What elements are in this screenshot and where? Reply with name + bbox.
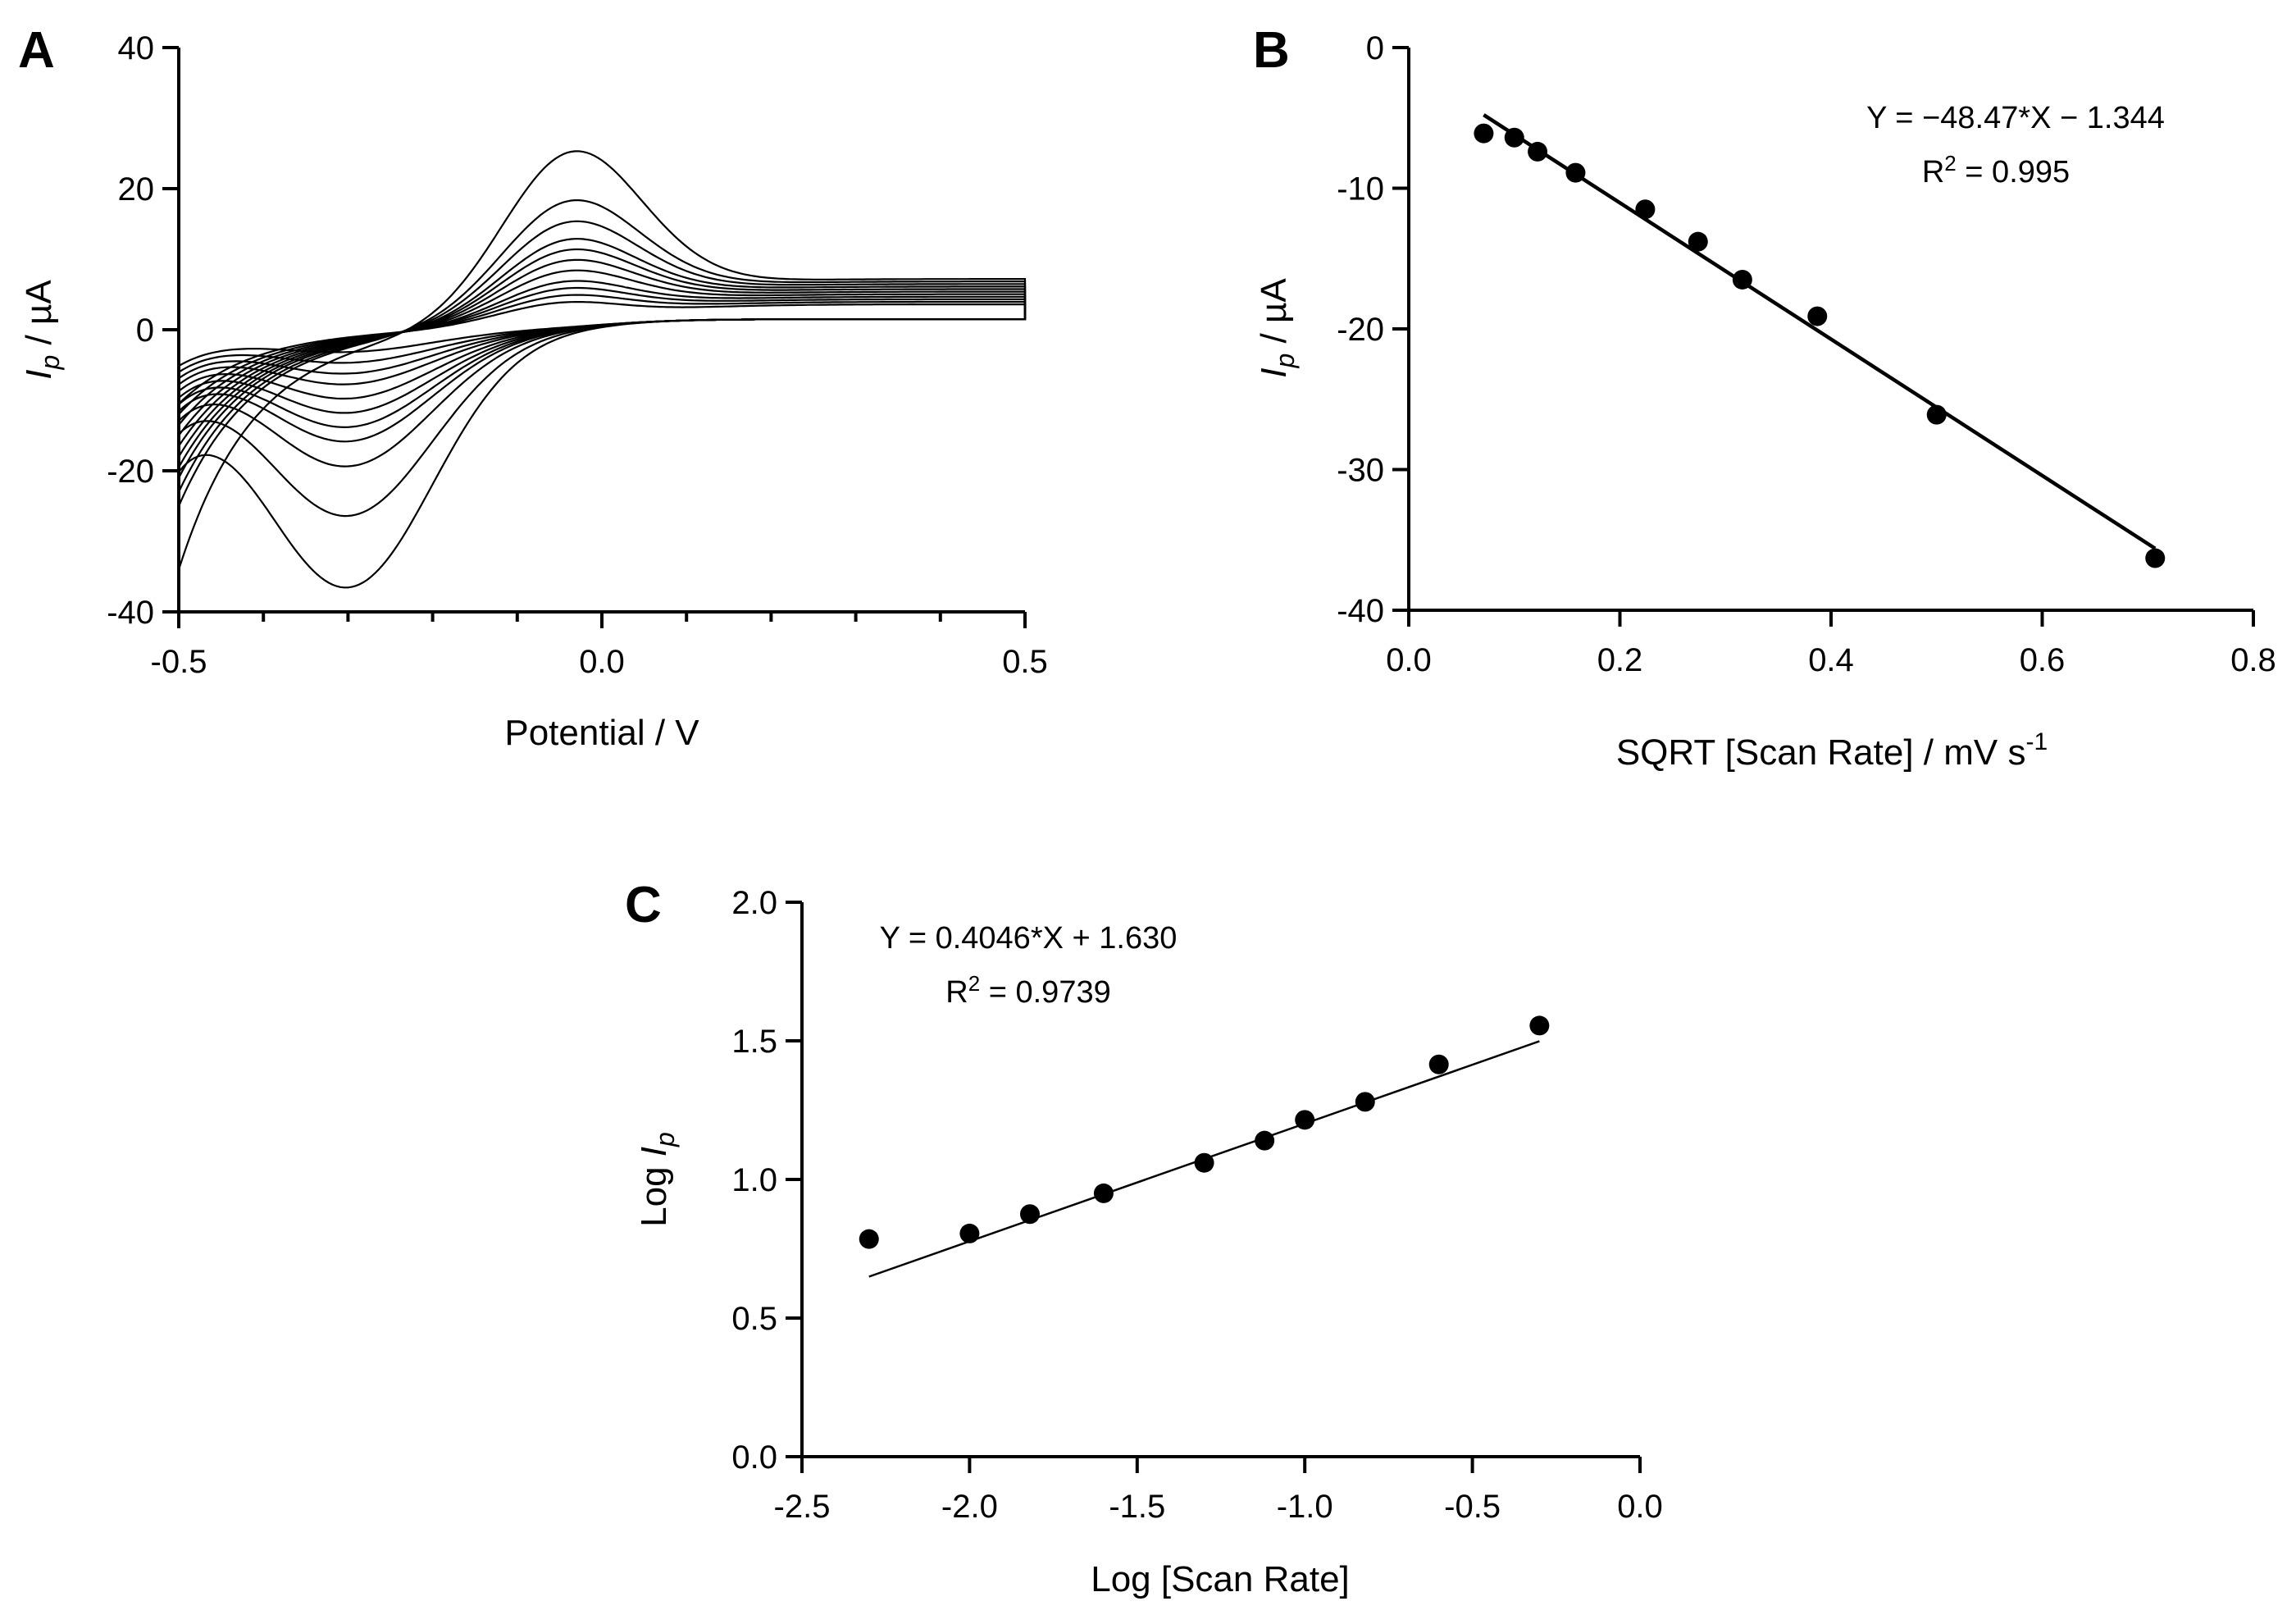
panel-c-x-label: Log [Scan Rate] <box>1091 1559 1350 1599</box>
b-data-point <box>1528 141 1548 162</box>
panel-c-r2-sup: 2 <box>968 971 980 996</box>
b-y-tick-label: -10 <box>1337 171 1384 208</box>
panel-c-equation: Y = 0.4046*X + 1.630 <box>880 921 1178 956</box>
c-y-tick-label: 0.0 <box>731 1439 777 1476</box>
c-y-tick-label: 1.0 <box>731 1162 777 1198</box>
b-y-tick-label: 0 <box>1366 30 1384 66</box>
panel-b-y-label-sub: p <box>1270 354 1300 369</box>
panel-c-x-ticks: -2.5 -2.0 -1.5 -1.0 -0.5 0.0 <box>774 1457 1663 1525</box>
c-x-tick-label: -2.5 <box>774 1489 831 1525</box>
panel-c-y-label-main: Log <box>634 1156 674 1227</box>
a-y-tick-label: -40 <box>107 595 154 631</box>
panel-c-y-ticks: 0.0 0.5 1.0 1.5 2.0 <box>731 885 802 1476</box>
c-data-point <box>1295 1110 1315 1130</box>
c-x-tick-label: -2.0 <box>941 1489 998 1525</box>
panel-a-x-ticks: -0.5 0.0 0.5 <box>151 612 1048 680</box>
panel-b-y-label: Ip / µA <box>1254 278 1300 378</box>
c-y-tick-label: 1.5 <box>731 1024 777 1060</box>
a-x-tick-label: 0.5 <box>1002 644 1048 680</box>
b-y-tick-label: -40 <box>1337 593 1384 629</box>
panel-c-letter: C <box>625 877 662 933</box>
panel-c-r2-value: = 0.9739 <box>980 975 1111 1010</box>
a-y-tick-label: 0 <box>136 312 154 349</box>
c-data-point <box>1093 1183 1114 1203</box>
panel-c: C -2.5 -2.0 -1.5 -1.0 -0.5 0.0 0.0 0.5 1.0 1.5 2.… <box>625 877 1663 1599</box>
cv-curve-cv11 <box>177 150 1027 589</box>
panel-c-points <box>859 1015 1550 1249</box>
b-x-tick-label: 0.2 <box>1597 642 1643 678</box>
panel-a-curves <box>177 150 1027 589</box>
c-data-point <box>1428 1054 1449 1074</box>
b-data-point <box>1504 127 1524 148</box>
panel-c-r2: R2 = 0.9739 <box>945 971 1110 1010</box>
b-x-tick-label: 0.8 <box>2230 642 2276 678</box>
b-data-point <box>1926 404 1947 425</box>
c-x-tick-label: -0.5 <box>1444 1489 1501 1525</box>
panel-b-points <box>1474 123 2166 568</box>
b-data-point <box>2145 548 2166 568</box>
c-x-tick-label: -1.0 <box>1277 1489 1333 1525</box>
c-data-point <box>1194 1152 1214 1173</box>
panel-b-fit <box>1483 113 2157 550</box>
panel-a-axes <box>177 48 1025 614</box>
b-data-point <box>1732 269 1752 290</box>
panel-b-x-label-sup: -1 <box>2025 728 2048 755</box>
panel-c-axes <box>800 902 1640 1458</box>
c-y-tick-label: 0.5 <box>731 1301 777 1337</box>
b-y-tick-label: -30 <box>1337 453 1384 489</box>
b-data-point <box>1688 231 1708 252</box>
panel-a-y-label-sub: p <box>35 355 65 371</box>
c-data-point <box>1529 1015 1550 1036</box>
panel-b-r2-value: = 0.995 <box>1957 155 2070 189</box>
b-data-point <box>1474 123 1494 144</box>
panel-a-letter: A <box>18 22 55 79</box>
c-x-tick-label: 0.0 <box>1617 1489 1663 1525</box>
c-y-tick-label: 2.0 <box>731 885 777 921</box>
c-data-point <box>1255 1130 1275 1151</box>
panel-a-x-label: Potential / V <box>504 713 699 753</box>
panel-b-x-ticks: 0.0 0.2 0.4 0.6 0.8 <box>1386 610 2276 678</box>
panel-b-r2-prefix: R <box>1922 155 1944 189</box>
panel-a-y-label: Ip / µA <box>19 280 65 380</box>
panel-b-x-label-main: SQRT [Scan Rate] / mV s <box>1616 732 2026 773</box>
panel-b-y-label-main: I <box>1254 367 1294 377</box>
panel-b-y-ticks: -40 -30 -20 -10 0 <box>1337 30 1409 629</box>
c-x-tick-label: -1.5 <box>1109 1489 1165 1525</box>
c-data-point <box>1355 1092 1375 1112</box>
cv-curve-cv8 <box>177 238 1027 479</box>
a-y-tick-label: 20 <box>118 171 155 208</box>
c-data-point <box>1019 1204 1040 1225</box>
b-data-point <box>1565 162 1586 183</box>
panel-a-y-ticks: -40 -20 0 20 40 <box>107 30 179 631</box>
panel-b-y-label-rest: / µA <box>1254 278 1294 354</box>
panel-b-letter: B <box>1253 22 1290 79</box>
a-y-tick-label: -20 <box>107 454 154 490</box>
b-data-point <box>1807 306 1828 326</box>
panel-a-y-label-rest: / µA <box>19 280 59 355</box>
b-x-tick-label: 0.6 <box>2020 642 2066 678</box>
panel-b-x-label: SQRT [Scan Rate] / mV s-1 <box>1616 728 2048 773</box>
panel-c-y-label-sub: p <box>650 1132 680 1147</box>
b-x-tick-label: 0.0 <box>1386 642 1432 678</box>
a-y-tick-label: 40 <box>118 30 155 66</box>
b-y-tick-label: -20 <box>1337 312 1384 348</box>
panel-c-y-label: Log Ip <box>634 1132 680 1227</box>
panel-a: A -0.5 0.0 0.5 -40 -20 0 20 40 Potential / V I… <box>18 22 1048 753</box>
panel-b: B 0.0 0.2 0.4 0.6 0.8 -40 -30 -20 -10 0 Y = −48.… <box>1253 22 2276 773</box>
b-fit-line <box>1483 113 2157 550</box>
a-x-tick-label: 0.0 <box>579 644 625 680</box>
panel-c-r2-prefix: R <box>945 975 968 1010</box>
a-x-tick-label: -0.5 <box>151 644 207 680</box>
panel-a-y-label-main: I <box>19 369 59 379</box>
panel-c-y-label-italic: I <box>634 1147 674 1156</box>
b-data-point <box>1635 199 1656 220</box>
panel-b-equation: Y = −48.47*X − 1.344 <box>1866 101 2165 135</box>
panel-b-r2: R2 = 0.995 <box>1922 151 2070 189</box>
c-data-point <box>959 1223 980 1243</box>
b-x-tick-label: 0.4 <box>1808 642 1854 678</box>
panel-b-r2-sup: 2 <box>1944 151 1956 176</box>
c-data-point <box>859 1229 879 1249</box>
